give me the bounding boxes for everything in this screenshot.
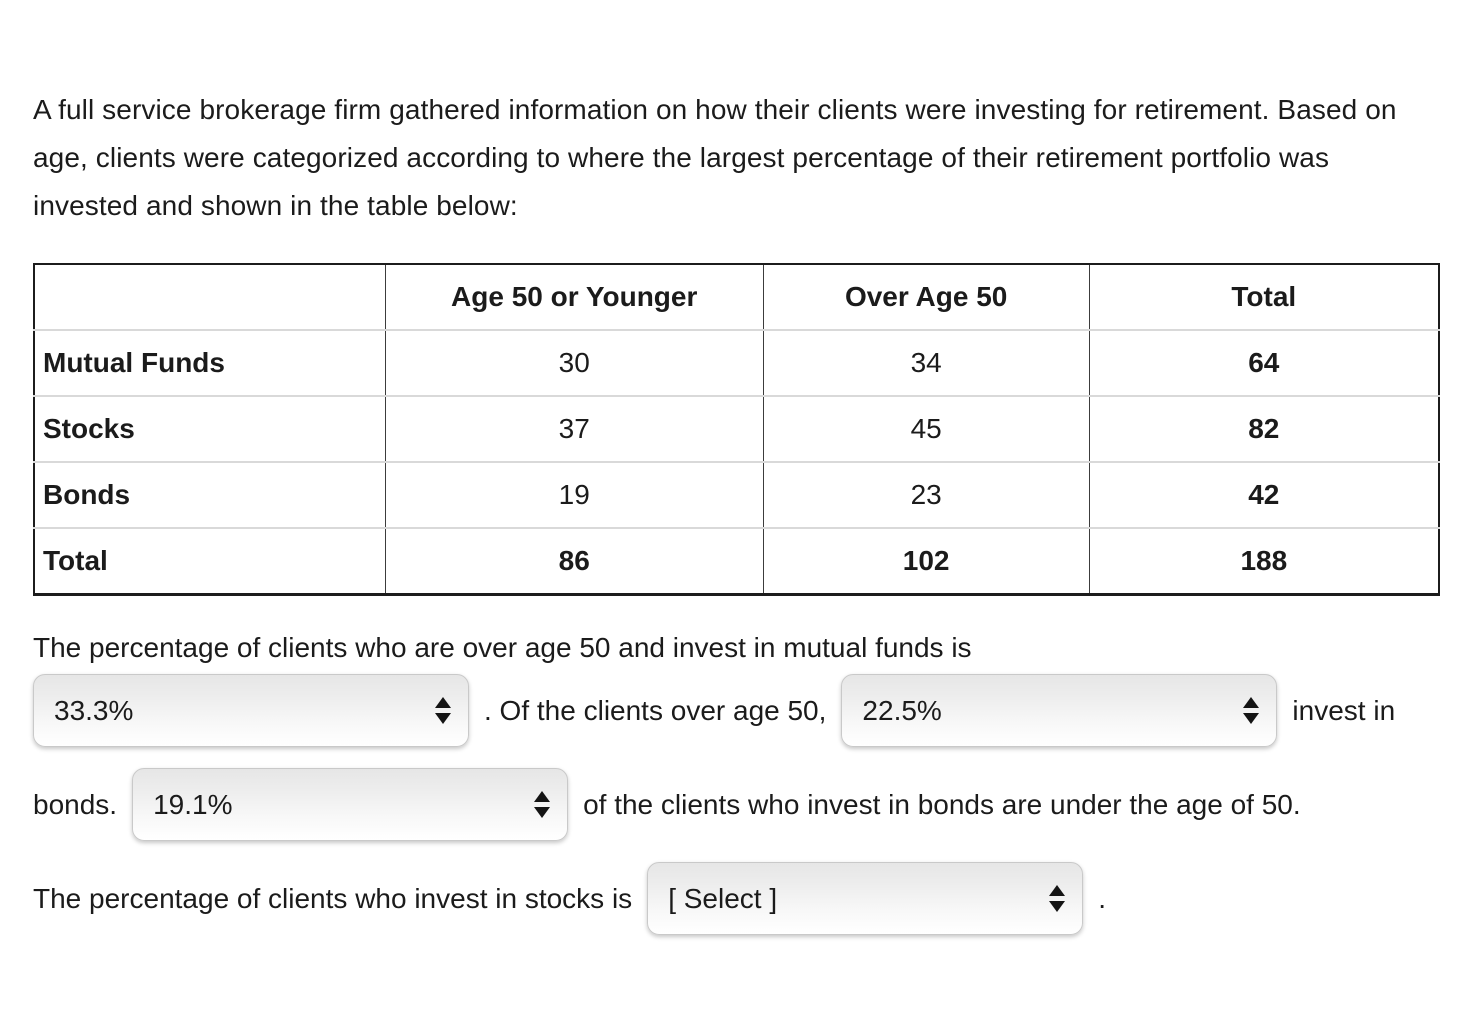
table-cell-total: 42 bbox=[1088, 461, 1439, 528]
table-row-total: Total 86 102 188 bbox=[34, 527, 1439, 595]
table-header-empty bbox=[34, 264, 386, 330]
table-header-row: Age 50 or Younger Over Age 50 Total bbox=[34, 264, 1439, 330]
mutual-funds-percent-select[interactable]: 33.3% bbox=[33, 674, 469, 747]
question-sentence-6: The percentage of clients who invest in … bbox=[33, 882, 633, 914]
table-cell: 19 bbox=[384, 461, 764, 528]
table-row-mutual-funds: Mutual Funds 30 34 64 bbox=[34, 329, 1439, 396]
table-cell-total: 86 bbox=[384, 527, 764, 595]
question-row-4: The percentage of clients who invest in … bbox=[33, 862, 1440, 935]
table-cell-total: 82 bbox=[1088, 395, 1439, 462]
question-sentence-5: of the clients who invest in bonds are u… bbox=[583, 788, 1301, 820]
stocks-percent-select[interactable]: [ Select ] bbox=[647, 862, 1084, 935]
updown-arrows-icon bbox=[435, 697, 451, 724]
question-sentence-7: . bbox=[1098, 882, 1106, 914]
question-row-2: 33.3% . Of the clients over age 50, 22.5… bbox=[33, 674, 1440, 747]
question-sentence-1: The percentage of clients who are over a… bbox=[33, 632, 972, 663]
row-label-stocks: Stocks bbox=[34, 395, 386, 462]
row-label-bonds: Bonds bbox=[34, 461, 386, 528]
investment-data-table: Age 50 or Younger Over Age 50 Total Mutu… bbox=[33, 263, 1440, 596]
updown-arrows-icon bbox=[534, 791, 551, 818]
table-header-age50-or-younger: Age 50 or Younger bbox=[384, 264, 764, 330]
row-label-mutual-funds: Mutual Funds bbox=[34, 329, 386, 396]
question-sentence-4: bonds. bbox=[33, 788, 118, 820]
table-cell: 37 bbox=[384, 395, 764, 462]
table-cell: 23 bbox=[762, 461, 1090, 528]
select-value: 19.1% bbox=[153, 788, 233, 820]
question-row-3: bonds. 19.1% of the clients who invest i… bbox=[33, 768, 1440, 841]
table-row-bonds: Bonds 19 23 42 bbox=[34, 461, 1439, 528]
question-sentence-3: invest in bbox=[1292, 694, 1396, 726]
select-value: [ Select ] bbox=[668, 882, 778, 914]
table-cell: 45 bbox=[762, 395, 1090, 462]
table-cell: 34 bbox=[762, 329, 1090, 396]
updown-arrows-icon bbox=[1243, 697, 1260, 724]
table-row-stocks: Stocks 37 45 82 bbox=[34, 395, 1439, 462]
updown-arrows-icon bbox=[1049, 885, 1066, 912]
bonds-under50-percent-select[interactable]: 19.1% bbox=[132, 768, 569, 841]
select-value: 22.5% bbox=[862, 694, 942, 726]
table-cell: 30 bbox=[384, 329, 764, 396]
table-cell-total: 64 bbox=[1088, 329, 1439, 396]
question-sentence-2: . Of the clients over age 50, bbox=[484, 694, 827, 726]
table-header-total: Total bbox=[1088, 264, 1439, 330]
table-header-over-age50: Over Age 50 bbox=[762, 264, 1090, 330]
fill-in-question: The percentage of clients who are over a… bbox=[33, 630, 1440, 935]
table-cell-total: 102 bbox=[762, 527, 1090, 595]
over50-bonds-percent-select[interactable]: 22.5% bbox=[841, 674, 1278, 747]
table-cell-grand-total: 188 bbox=[1088, 527, 1439, 595]
quiz-question-panel: A full service brokerage firm gathered i… bbox=[33, 94, 1440, 935]
question-intro-text: A full service brokerage firm gathered i… bbox=[33, 94, 1397, 221]
row-label-total: Total bbox=[34, 527, 386, 595]
select-value: 33.3% bbox=[54, 694, 134, 726]
